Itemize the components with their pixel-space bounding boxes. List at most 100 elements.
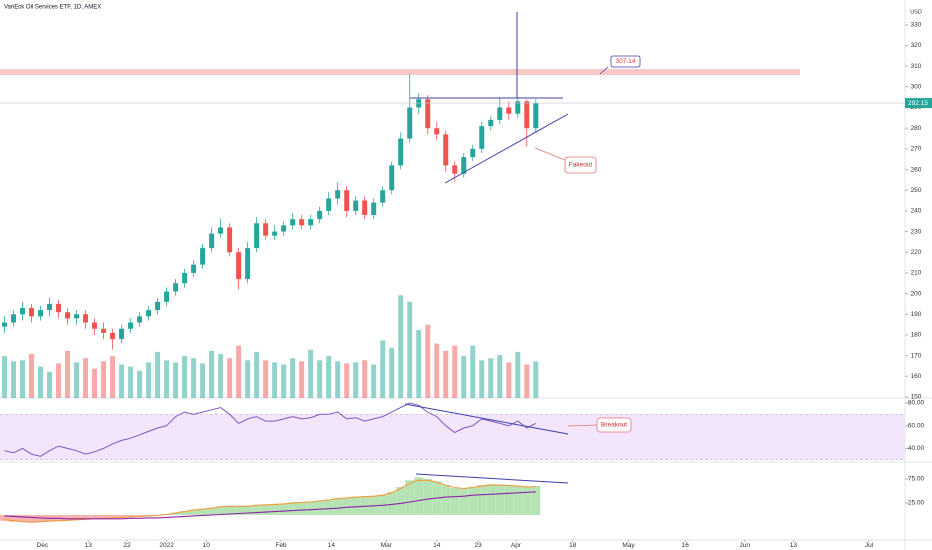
- volume-bar: [155, 351, 161, 398]
- volume-bar: [128, 366, 134, 398]
- x-tick-label: 22: [123, 542, 131, 549]
- histogram-bar: [171, 512, 181, 515]
- volume-bar: [308, 349, 314, 398]
- y-tick-label: 40.00: [908, 445, 925, 452]
- volume-bar: [524, 364, 530, 398]
- volume-bar: [425, 324, 431, 398]
- volume-bar: [470, 345, 476, 398]
- volume-bar: [182, 356, 188, 398]
- histogram-bar: [216, 506, 226, 515]
- volume-bar: [290, 358, 296, 398]
- candle-body: [317, 210, 323, 220]
- histogram-bar: [297, 501, 307, 515]
- chart-title: VanEck Oil Services ETF, 1D, AMEX: [4, 5, 101, 11]
- volume-bar: [515, 351, 521, 398]
- histogram-bar: [333, 498, 343, 515]
- y-tick-label: 250: [911, 187, 922, 194]
- volume-bar: [200, 363, 206, 398]
- volume-bar: [371, 364, 377, 398]
- histogram-bar: [441, 485, 451, 515]
- candle-body: [398, 138, 404, 166]
- currency-label: USD: [910, 9, 922, 15]
- histogram-bar: [468, 487, 478, 515]
- candle-body: [461, 157, 467, 174]
- volume-bar: [2, 356, 8, 398]
- candle-body: [200, 248, 206, 265]
- candle-body: [2, 322, 8, 327]
- histogram-bar: [486, 484, 496, 515]
- candle-body: [272, 231, 278, 236]
- histogram-bar: [0, 514, 10, 521]
- volume-bar: [236, 345, 242, 398]
- histogram-bar: [504, 485, 514, 515]
- annotation: Fakeout: [569, 162, 593, 169]
- volume-bar: [263, 360, 269, 398]
- candle-body: [290, 219, 296, 226]
- candle-body: [335, 190, 341, 199]
- histogram-bar: [99, 514, 109, 518]
- last-price-label: 292.15: [908, 100, 928, 107]
- volume-bar: [74, 362, 80, 398]
- candle-body: [434, 128, 440, 135]
- volume-bar: [83, 358, 89, 398]
- volume-bar: [533, 361, 539, 398]
- candle-body: [137, 316, 143, 323]
- rsi-band: [0, 414, 905, 460]
- x-tick-label: 18: [569, 542, 577, 549]
- candle-body: [155, 301, 161, 311]
- histogram-bar: [279, 503, 289, 515]
- callout-pointer: [599, 66, 609, 75]
- histogram-bar: [450, 488, 460, 515]
- candle-body: [281, 225, 287, 232]
- y-tick-label: 220: [911, 249, 922, 256]
- histogram-bar: [360, 496, 370, 515]
- y-tick-label: 160: [911, 373, 922, 380]
- volume-bar: [497, 355, 503, 398]
- callout-pointer: [534, 147, 566, 161]
- candle-body: [479, 126, 485, 149]
- candle-body: [146, 310, 152, 317]
- histogram-bar: [459, 488, 469, 515]
- candle-body: [299, 219, 305, 226]
- candle-body: [371, 202, 377, 216]
- candle-body: [389, 165, 395, 191]
- histogram-bar: [126, 514, 136, 517]
- volume-bar: [146, 362, 152, 398]
- x-tick-label: Jun: [739, 542, 750, 549]
- y-tick-label: 25.00: [908, 500, 925, 507]
- candle-body: [443, 134, 449, 166]
- histogram-bar: [324, 499, 334, 515]
- histogram-bar: [414, 477, 424, 515]
- histogram-bar: [27, 514, 37, 523]
- candle-body: [263, 223, 269, 236]
- candle-body: [29, 308, 35, 317]
- volume-bar: [56, 363, 62, 398]
- y-tick-label: 320: [911, 42, 922, 49]
- histogram-bar: [117, 514, 127, 517]
- volume-bar: [119, 364, 125, 398]
- candle-body: [92, 322, 98, 329]
- volume-bar: [299, 361, 305, 398]
- histogram-bar: [270, 503, 280, 515]
- candle-body: [245, 248, 251, 280]
- y-tick-label: 260: [911, 166, 922, 173]
- histogram-bar: [108, 514, 118, 518]
- drawing-line: [404, 403, 569, 435]
- x-tick-label: May: [622, 542, 635, 549]
- candle-body: [497, 107, 503, 120]
- histogram-bar: [531, 486, 541, 515]
- histogram-bar: [522, 487, 532, 515]
- candle-body: [173, 283, 179, 292]
- volume-bar: [29, 354, 35, 398]
- histogram-bar: [423, 478, 433, 515]
- histogram-bar: [90, 514, 100, 519]
- histogram-bar: [261, 504, 271, 515]
- volume-bar: [362, 360, 368, 398]
- candle-body: [524, 101, 530, 129]
- volume-bar: [110, 356, 116, 398]
- candle-body: [416, 99, 422, 108]
- volume-bar: [38, 366, 44, 398]
- candle-body: [83, 314, 89, 323]
- candle-body: [227, 227, 233, 253]
- candle-body: [488, 119, 494, 127]
